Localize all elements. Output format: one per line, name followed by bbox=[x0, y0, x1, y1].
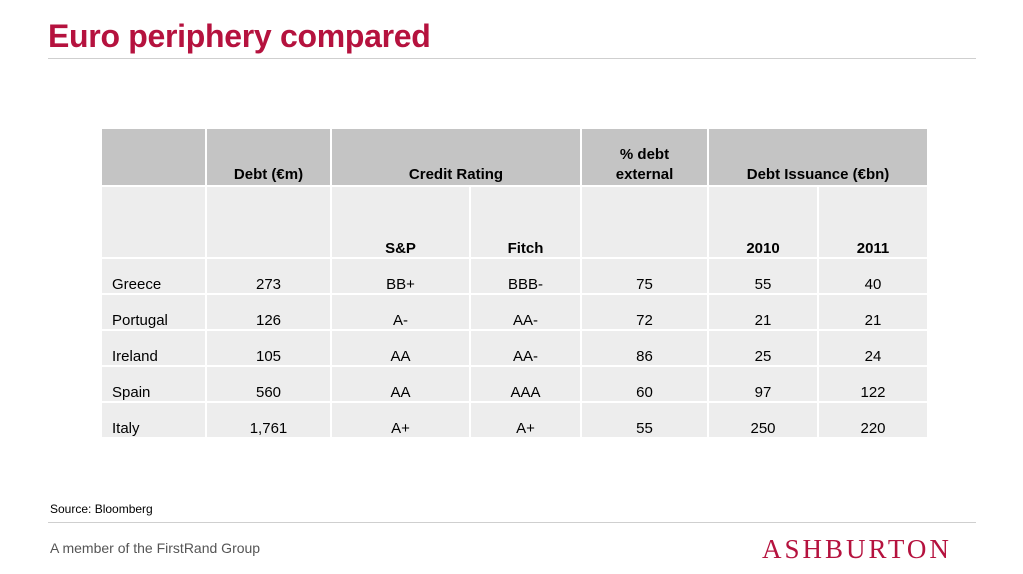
cell-debt: 126 bbox=[206, 294, 332, 331]
table-row-greece: Greece 273 BB+ BBB- 75 55 40 bbox=[102, 258, 930, 295]
cell-country: Ireland bbox=[102, 330, 207, 367]
cell-debt: 1,761 bbox=[206, 402, 332, 439]
cell-sp: A+ bbox=[331, 402, 471, 439]
subheader-blank-2 bbox=[206, 186, 332, 259]
footer-member-text: A member of the FirstRand Group bbox=[50, 540, 261, 556]
footer-divider bbox=[48, 522, 976, 523]
title-divider bbox=[48, 58, 976, 59]
cell-country: Portugal bbox=[102, 294, 207, 331]
subheader-2010: 2010 bbox=[708, 186, 820, 259]
source-note: Source: Bloomberg bbox=[50, 502, 153, 516]
cell-fitch: AA- bbox=[470, 294, 583, 331]
table-row-portugal: Portugal 126 A- AA- 72 21 21 bbox=[102, 294, 930, 331]
cell-issuance-2010: 21 bbox=[708, 294, 820, 331]
cell-issuance-2010: 250 bbox=[708, 402, 820, 439]
table-row-ireland: Ireland 105 AA AA- 86 25 24 bbox=[102, 330, 930, 367]
cell-pct-external: 75 bbox=[581, 258, 710, 295]
header-pct-debt-line2: external bbox=[615, 166, 674, 183]
cell-pct-external: 60 bbox=[581, 366, 710, 403]
cell-country: Italy bbox=[102, 402, 207, 439]
header-credit-rating: Credit Rating bbox=[331, 129, 583, 187]
cell-issuance-2010: 55 bbox=[708, 258, 820, 295]
cell-issuance-2011: 21 bbox=[818, 294, 930, 331]
cell-issuance-2011: 40 bbox=[818, 258, 930, 295]
cell-fitch: A+ bbox=[470, 402, 583, 439]
header-debt-issuance: Debt Issuance (€bn) bbox=[708, 129, 930, 187]
header-blank bbox=[102, 129, 207, 187]
header-row-sub: S&P Fitch 2010 2011 bbox=[102, 186, 930, 259]
subheader-sp: S&P bbox=[331, 186, 471, 259]
euro-periphery-table: Debt (€m) Credit Rating % debt external … bbox=[102, 129, 930, 439]
cell-sp: BB+ bbox=[331, 258, 471, 295]
table-row-spain: Spain 560 AA AAA 60 97 122 bbox=[102, 366, 930, 403]
page-title: Euro periphery compared bbox=[48, 18, 431, 54]
header-pct-debt-line1: % debt bbox=[619, 146, 670, 163]
cell-country: Greece bbox=[102, 258, 207, 295]
cell-debt: 273 bbox=[206, 258, 332, 295]
table-row-italy: Italy 1,761 A+ A+ 55 250 220 bbox=[102, 402, 930, 439]
subheader-blank-1 bbox=[102, 186, 207, 259]
header-pct-debt-external: % debt external bbox=[581, 129, 710, 187]
cell-issuance-2011: 122 bbox=[818, 366, 930, 403]
ashburton-logo: ASHBURTON bbox=[762, 534, 952, 564]
cell-issuance-2010: 97 bbox=[708, 366, 820, 403]
subheader-2011: 2011 bbox=[818, 186, 930, 259]
cell-debt: 560 bbox=[206, 366, 332, 403]
header-debt: Debt (€m) bbox=[206, 129, 332, 187]
cell-issuance-2011: 220 bbox=[818, 402, 930, 439]
cell-issuance-2011: 24 bbox=[818, 330, 930, 367]
cell-pct-external: 55 bbox=[581, 402, 710, 439]
cell-country: Spain bbox=[102, 366, 207, 403]
cell-pct-external: 72 bbox=[581, 294, 710, 331]
cell-sp: AA bbox=[331, 366, 471, 403]
cell-sp: A- bbox=[331, 294, 471, 331]
cell-debt: 105 bbox=[206, 330, 332, 367]
header-row-main: Debt (€m) Credit Rating % debt external … bbox=[102, 129, 930, 187]
subheader-fitch: Fitch bbox=[470, 186, 583, 259]
subheader-blank-3 bbox=[581, 186, 710, 259]
cell-sp: AA bbox=[331, 330, 471, 367]
cell-pct-external: 86 bbox=[581, 330, 710, 367]
cell-fitch: BBB- bbox=[470, 258, 583, 295]
cell-issuance-2010: 25 bbox=[708, 330, 820, 367]
cell-fitch: AAA bbox=[470, 366, 583, 403]
cell-fitch: AA- bbox=[470, 330, 583, 367]
